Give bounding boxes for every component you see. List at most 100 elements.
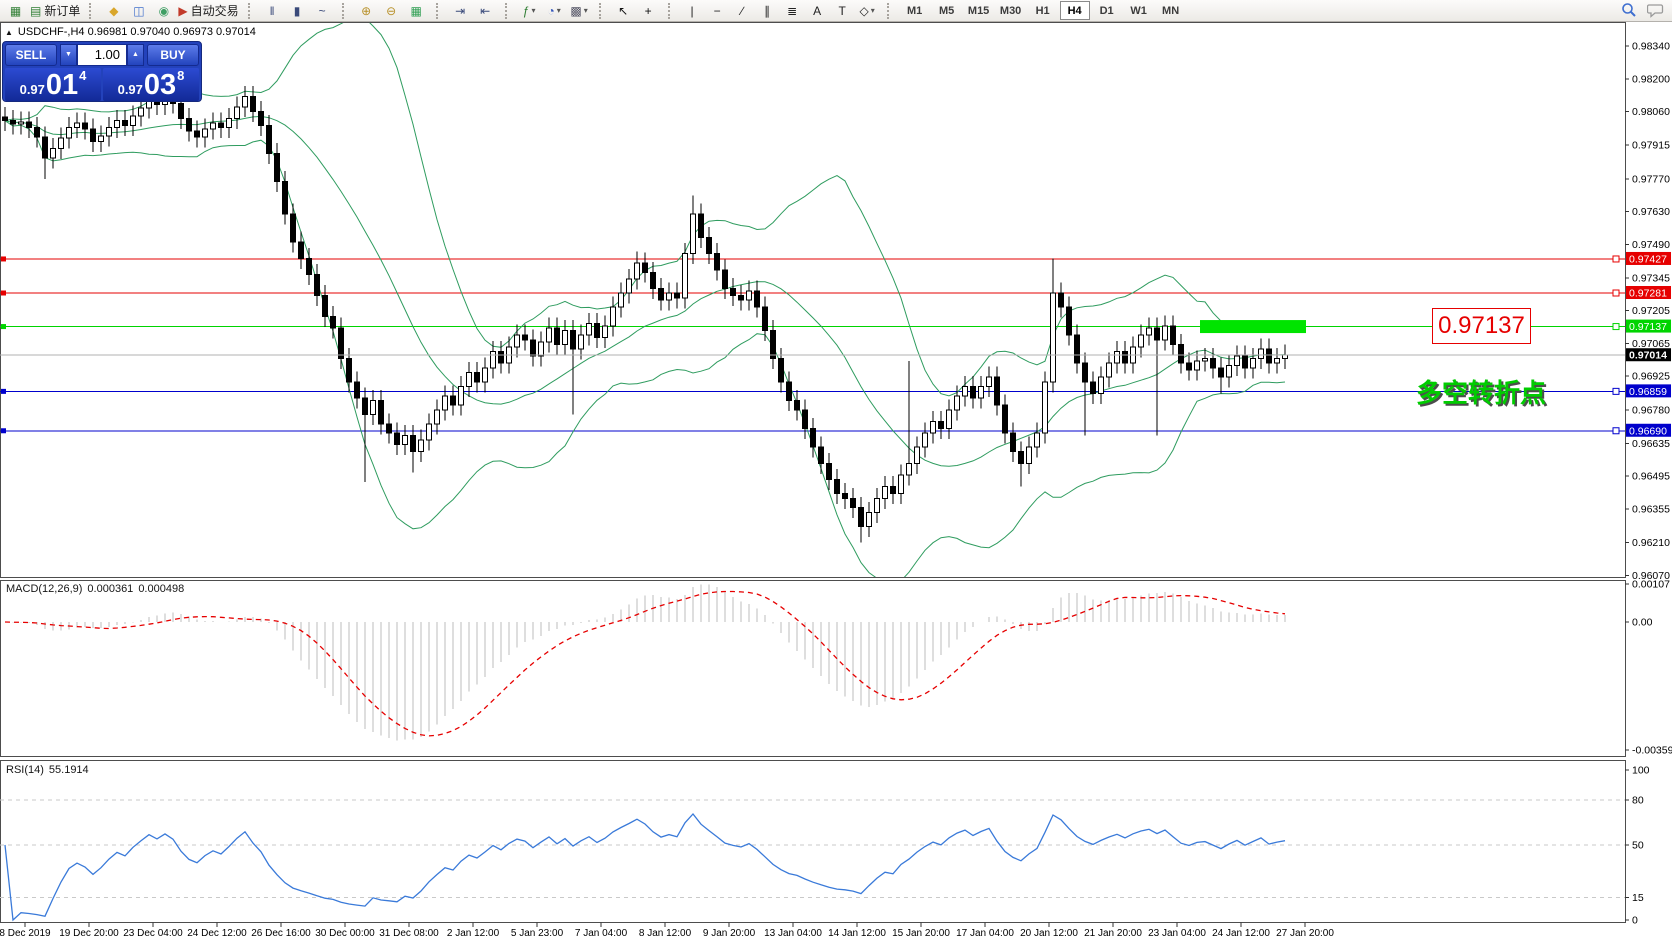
timeframe-m15[interactable]: M15 <box>967 4 990 17</box>
volume-down-button[interactable]: ▼ <box>60 44 77 66</box>
price-axis-tick: 0.97490 <box>1632 239 1670 251</box>
price-axis-tick: 0.98200 <box>1632 73 1670 85</box>
collapse-panel-icon[interactable]: ▲ <box>5 28 13 37</box>
rsi-axis-tick: 100 <box>1632 765 1650 777</box>
line-handle[interactable] <box>1 324 6 330</box>
price-axis-tick: 0.96355 <box>1632 503 1670 515</box>
templates-button[interactable]: ▩ ▾ <box>567 1 592 20</box>
search-icon[interactable] <box>1621 2 1637 23</box>
timeframe-w1[interactable]: W1 <box>1130 4 1147 17</box>
timeframe-m1[interactable]: M1 <box>906 4 923 17</box>
toolbar-right-icons <box>1621 2 1664 23</box>
time-axis-label: 24 Jan 12:00 <box>1212 928 1270 939</box>
line-handle[interactable] <box>1612 323 1620 331</box>
time-axis-label: 23 Dec 04:00 <box>123 928 183 939</box>
trendline-button[interactable]: ∕ <box>730 1 755 20</box>
time-axis-label: 13 Jan 04:00 <box>764 928 822 939</box>
shapes-glyph: ◇ <box>859 3 869 18</box>
new-order-button[interactable]: ▤ 新订单 <box>28 1 82 20</box>
line-handle[interactable] <box>1 256 6 262</box>
indicators-button[interactable]: ƒ ▾ <box>517 1 542 20</box>
chevron-down-icon: ▾ <box>870 6 875 15</box>
auto-scroll-button[interactable]: ⇥ <box>448 1 473 20</box>
toolbar-separator <box>504 2 514 19</box>
vertical-line-button[interactable]: | <box>680 1 705 20</box>
rsi-axis-tick: 15 <box>1632 892 1644 904</box>
line-handle[interactable] <box>1612 427 1620 435</box>
cursor-button[interactable]: ↖ <box>611 1 636 20</box>
new-order-button-label: 新订单 <box>44 4 81 18</box>
toolbar-separator <box>341 2 351 19</box>
new-chart-button[interactable]: ▦ <box>3 1 28 20</box>
autotrade-button-label: 自动交易 <box>190 4 239 18</box>
line-chart-button[interactable]: ~ <box>310 1 335 20</box>
new-chart-glyph: ▦ <box>9 3 22 18</box>
timeframe-d1[interactable]: D1 <box>1099 4 1114 17</box>
bid-price-label: 0.97014 <box>1629 350 1667 362</box>
channel-button[interactable]: ∥ <box>755 1 780 20</box>
sell-price-main: 01 <box>45 69 79 101</box>
volume-input[interactable]: 1.00 <box>77 44 127 66</box>
buy-button[interactable]: BUY <box>147 44 199 66</box>
line-handle[interactable] <box>1612 289 1620 297</box>
mql-community-icon[interactable]: ◫ <box>126 1 151 20</box>
resistance-price-callout[interactable]: 0.97137 <box>1432 308 1531 344</box>
time-axis-label: 8 Jan 12:00 <box>639 928 692 939</box>
bar-chart-button[interactable]: ‖ <box>260 1 285 20</box>
zoom-out-glyph: ⊖ <box>386 3 397 18</box>
time-axis-label: 5 Jan 23:00 <box>511 928 564 939</box>
macd-value-main: 0.000361 <box>87 583 134 595</box>
toolbar-separator <box>667 2 677 19</box>
text-label-glyph: T <box>838 3 846 18</box>
volume-up-button[interactable]: ▲ <box>127 44 144 66</box>
buy-price-display[interactable]: 0.97 03 8 <box>103 68 199 101</box>
price-axis-tick: 0.97205 <box>1632 305 1670 317</box>
price-axis-tick: 0.96210 <box>1632 537 1670 549</box>
timeframe-m5[interactable]: M5 <box>938 4 955 17</box>
turning-point-annotation[interactable]: 多空转折点 <box>1416 378 1547 408</box>
text-label-button[interactable]: T <box>830 1 855 20</box>
time-axis-label: 15 Jan 20:00 <box>892 928 950 939</box>
tile-windows-button[interactable]: ▦ <box>404 1 429 20</box>
price-axis-tick: 0.97915 <box>1632 140 1670 152</box>
sell-button[interactable]: SELL <box>5 44 57 66</box>
autotrade-glyph: ▶ <box>178 3 188 18</box>
timeframe-h4[interactable]: H4 <box>1059 1 1090 20</box>
text-button[interactable]: A <box>805 1 830 20</box>
zoom-in-button[interactable]: ⊕ <box>354 1 379 20</box>
line-handle[interactable] <box>1 388 6 394</box>
chat-icon[interactable] <box>1646 3 1664 23</box>
shapes-button[interactable]: ◇ ▾ <box>855 1 880 20</box>
chart-shift-button[interactable]: ⇤ <box>473 1 498 20</box>
new-order-glyph: ▤ <box>30 3 42 18</box>
toolbar-items: ▦ ▤ 新订单 ◆ ◫ ◉ ▶ 自动交易 ‖ ▮ ~ ⊕ ⊖ ▦ ⇥ ⇤ ƒ ▾ ◔ ▾ ▩ ▾ ↖ + | − ∕ ∥ ≣ A T ◇ ▾ M1… <box>3 1 1187 20</box>
highlighter-icon[interactable]: ◆ <box>101 1 126 20</box>
auto-scroll-glyph: ⇥ <box>455 3 466 18</box>
rsi-axis-tick: 0 <box>1632 915 1638 927</box>
autotrade-button[interactable]: ▶ 自动交易 <box>176 1 240 20</box>
signals-icon[interactable]: ◉ <box>151 1 176 20</box>
resistance-highlight-rect[interactable] <box>1200 320 1306 334</box>
candlestick-chart-glyph: ▮ <box>293 3 301 18</box>
candlestick-chart-button[interactable]: ▮ <box>285 1 310 20</box>
line-handle[interactable] <box>1 290 6 296</box>
horizontal-line-button[interactable]: − <box>705 1 730 20</box>
symbol-ohlc-text: USDCHF-,H4 0.96981 0.97040 0.96973 0.970… <box>17 26 256 38</box>
line-handle[interactable] <box>1 428 6 434</box>
sell-price-display[interactable]: 0.97 01 4 <box>5 68 101 101</box>
macd-value-signal: 0.000498 <box>138 583 185 595</box>
timeframe-m30[interactable]: M30 <box>999 4 1022 17</box>
timeframe-h1[interactable]: H1 <box>1035 4 1050 17</box>
periods-button[interactable]: ◔ ▾ <box>542 1 567 20</box>
price-level-label: 0.97427 <box>1629 253 1667 265</box>
zoom-out-button[interactable]: ⊖ <box>379 1 404 20</box>
crosshair-button[interactable]: + <box>636 1 661 20</box>
line-handle[interactable] <box>1612 255 1620 263</box>
fibonacci-button[interactable]: ≣ <box>780 1 805 20</box>
price-level-label: 0.96690 <box>1629 425 1667 437</box>
candlesticks <box>2 85 1288 543</box>
main-toolbar: ▦ ▤ 新订单 ◆ ◫ ◉ ▶ 自动交易 ‖ ▮ ~ ⊕ ⊖ ▦ ⇥ ⇤ ƒ ▾ ◔ ▾ ▩ ▾ ↖ + | − ∕ ∥ ≣ A T ◇ ▾ M1… <box>0 0 1672 22</box>
timeframe-mn[interactable]: MN <box>1162 4 1180 17</box>
line-handle[interactable] <box>1612 387 1620 395</box>
